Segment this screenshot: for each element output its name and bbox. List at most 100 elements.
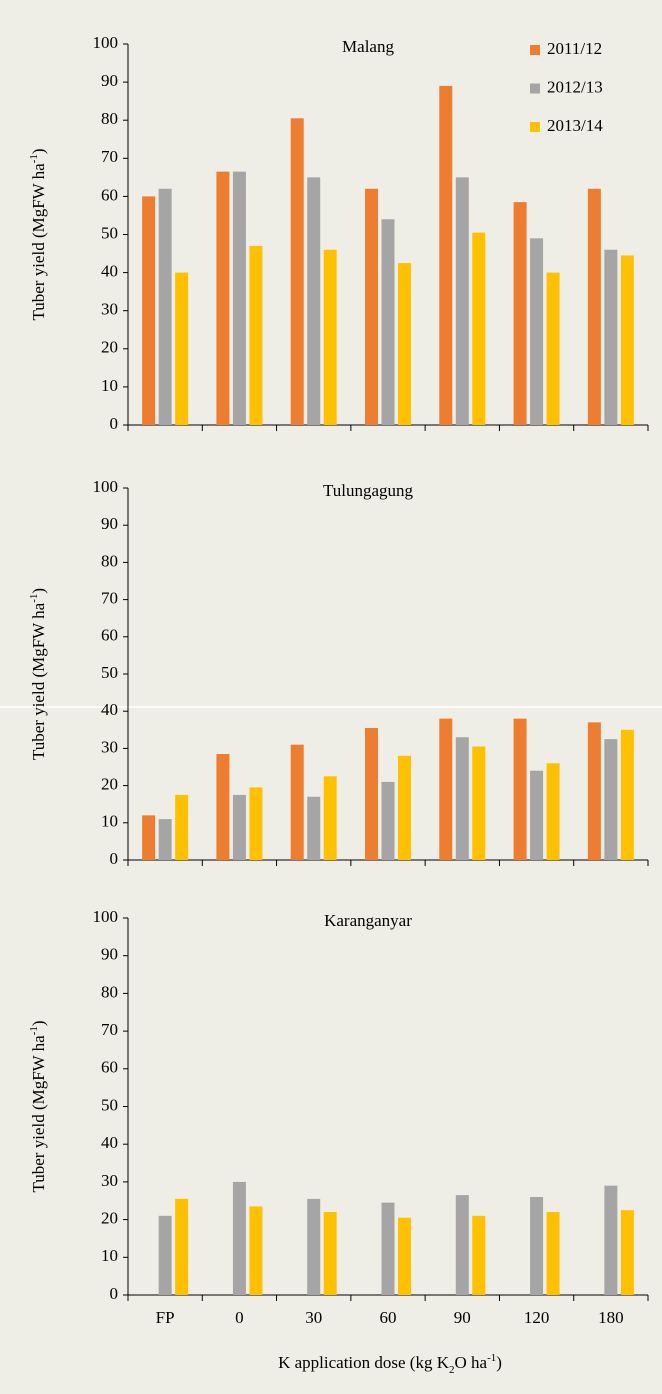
y-tick-label: 50 [101,663,118,682]
x-axis-label: K application dose (kg K2O ha-1) [278,1352,502,1376]
bar [472,232,486,425]
y-axis-label-part: ) [29,588,48,594]
y-tick-label: 70 [101,147,118,166]
bar [232,171,246,425]
y-tick-label: 60 [101,185,118,204]
legend-label: 2012/13 [547,77,603,96]
y-tick-label: 10 [101,376,118,395]
bar [530,770,544,860]
bar [587,722,601,860]
x-axis-label-part: ) [496,1353,502,1372]
bar [620,1210,634,1295]
bar [175,794,189,860]
bar [604,739,618,860]
bar [175,272,189,425]
y-axis-label: Tuber yield (MgFW ha-1) [28,148,48,320]
bar [381,781,395,860]
legend-swatch [530,45,540,55]
bar [249,787,263,860]
bar [455,177,469,425]
y-tick-label: 90 [101,514,118,533]
bar [290,744,304,860]
y-tick-label: 50 [101,223,118,242]
bar [323,1212,337,1295]
legend-label: 2013/14 [547,116,603,135]
legend-swatch [530,83,540,94]
y-tick-label: 90 [101,945,118,964]
panel-title: Malang [342,37,394,56]
x-axis-label-part: K application dose (kg K [278,1353,450,1372]
bar [216,171,230,425]
bar [216,753,230,860]
bar [604,249,618,425]
y-axis-label: Tuber yield (MgFW ha-1) [28,588,48,760]
bar [439,85,453,425]
x-tick-label: 120 [524,1308,550,1327]
legend-swatch [530,122,540,132]
bar [455,1195,469,1295]
bar [546,272,560,425]
y-axis-label-part: Tuber yield (MgFW ha [29,602,48,760]
y-tick-label: 10 [101,1246,118,1265]
bar [307,796,321,860]
x-axis-label-part: O ha [454,1353,487,1372]
panel-title: Karanganyar [324,911,412,930]
bar [472,746,486,860]
bar [620,255,634,425]
bar [439,718,453,860]
x-tick-label: FP [156,1308,175,1327]
bar [587,188,601,425]
y-axis-label-part: -1 [28,594,40,603]
bar [546,1212,560,1295]
y-tick-label: 10 [101,812,118,831]
y-tick-label: 50 [101,1095,118,1114]
bar [472,1215,486,1295]
y-tick-label: 0 [110,849,119,868]
bar [158,1215,172,1295]
bar [232,794,246,860]
bar [398,263,411,425]
y-tick-label: 30 [101,300,118,319]
bar [513,202,527,425]
bar [249,1206,263,1295]
y-tick-label: 30 [101,737,118,756]
bar [530,238,544,425]
y-axis-label: Tuber yield (MgFW ha-1) [28,1020,48,1192]
bar [620,729,634,860]
bar [398,1217,411,1295]
y-tick-label: 0 [110,1284,119,1303]
y-tick-label: 40 [101,700,118,719]
bar [249,245,263,425]
x-tick-label: 180 [598,1308,624,1327]
x-tick-label: 30 [305,1308,322,1327]
y-tick-label: 20 [101,775,118,794]
bar [381,219,395,425]
bar [232,1181,246,1295]
bar [323,776,337,860]
y-axis-label-part: Tuber yield (MgFW ha [29,163,48,321]
y-tick-label: 70 [101,1020,118,1039]
y-tick-label: 60 [101,626,118,645]
y-tick-label: 0 [110,414,119,433]
y-tick-label: 80 [101,551,118,570]
y-tick-label: 100 [93,33,119,52]
bar [307,1198,321,1295]
y-tick-label: 80 [101,982,118,1001]
bar [513,718,527,860]
y-tick-label: 30 [101,1171,118,1190]
y-axis-label-part: ) [29,1020,48,1026]
y-tick-label: 100 [93,907,119,926]
legend-label: 2011/12 [547,39,602,58]
x-tick-label: 0 [235,1308,244,1327]
bar [455,737,469,860]
bar [530,1196,544,1295]
bar [398,755,411,860]
y-tick-label: 70 [101,589,118,608]
bar [158,188,172,425]
y-axis-label-part: -1 [28,1026,40,1035]
y-tick-label: 60 [101,1058,118,1077]
y-tick-label: 100 [93,477,119,496]
bar [290,118,304,426]
bar [381,1202,395,1295]
